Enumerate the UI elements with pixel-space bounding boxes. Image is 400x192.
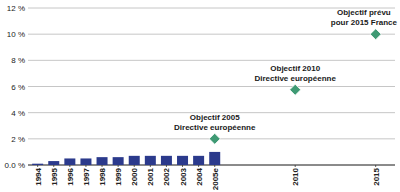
y-tick-label: 12 %	[7, 4, 25, 13]
x-tick-label: 2004	[195, 167, 204, 185]
x-tick	[198, 165, 199, 167]
grid-line	[28, 60, 395, 61]
bar	[145, 156, 156, 165]
y-tick-label: 10 %	[7, 30, 25, 39]
x-tick	[182, 165, 183, 167]
bar	[32, 164, 43, 165]
y-tick-label: 2 %	[11, 135, 25, 144]
x-tick-label: 1997	[82, 167, 91, 185]
x-tick	[214, 165, 215, 167]
y-tick-label: 6 %	[11, 83, 25, 92]
x-tick	[166, 165, 167, 167]
bar	[113, 157, 124, 165]
annotation-text: Directive européenne	[174, 123, 256, 132]
x-tick-label: 2015	[372, 167, 381, 185]
annotation-text: Objectif 2005	[190, 113, 240, 122]
annotation-text: pour 2015 France	[331, 18, 398, 27]
y-tick-label: 0.0 %	[5, 161, 25, 170]
x-tick-label: 2001	[146, 167, 155, 185]
x-tick	[134, 165, 135, 167]
bar	[64, 158, 75, 165]
x-tick-label: 2000	[130, 167, 139, 185]
x-tick-label: 2005e	[211, 167, 220, 190]
diamond-marker	[209, 133, 220, 144]
x-tick	[69, 165, 70, 167]
x-tick	[295, 165, 296, 167]
grid-line	[28, 86, 395, 87]
annotation-text: Objectif 2010	[270, 64, 320, 73]
bar	[177, 156, 188, 165]
x-tick-label: 1998	[98, 167, 107, 185]
x-tick	[37, 165, 38, 167]
diamond-marker	[370, 29, 381, 40]
grid-line	[28, 34, 395, 35]
y-tick-label: 4 %	[11, 109, 25, 118]
x-tick-label: 2003	[179, 167, 188, 185]
x-tick	[375, 165, 376, 167]
bar	[97, 157, 108, 165]
x-tick-label: 1995	[50, 167, 59, 185]
bar	[80, 158, 91, 165]
bar	[193, 156, 204, 165]
bar	[48, 161, 59, 165]
x-tick-label: 2002	[162, 167, 171, 185]
marks	[32, 29, 381, 165]
y-tick-label: 8 %	[11, 56, 25, 65]
x-tick-label: 1999	[114, 167, 123, 185]
x-tick	[150, 165, 151, 167]
x-tick-label: 1996	[66, 167, 75, 185]
bar	[161, 156, 172, 165]
bar	[209, 152, 220, 165]
annotation-text: Objectif prévu	[337, 8, 391, 17]
chart: 0.0 % 2 % 4 % 6 % 8 % 10 % 12 % 1994 1995 1996 199…	[0, 0, 400, 192]
x-tick	[85, 165, 86, 167]
x-tick	[102, 165, 103, 167]
bar	[129, 156, 140, 165]
annotation-text: Directive européenne	[255, 74, 337, 83]
diamond-marker	[290, 84, 301, 95]
x-tick	[118, 165, 119, 167]
annotations: Objectif 2005Directive européenneObjecti…	[174, 8, 398, 132]
x-tick-label: 2010	[291, 167, 300, 185]
x-tick	[53, 165, 54, 167]
x-tick-label: 1994	[34, 167, 43, 185]
